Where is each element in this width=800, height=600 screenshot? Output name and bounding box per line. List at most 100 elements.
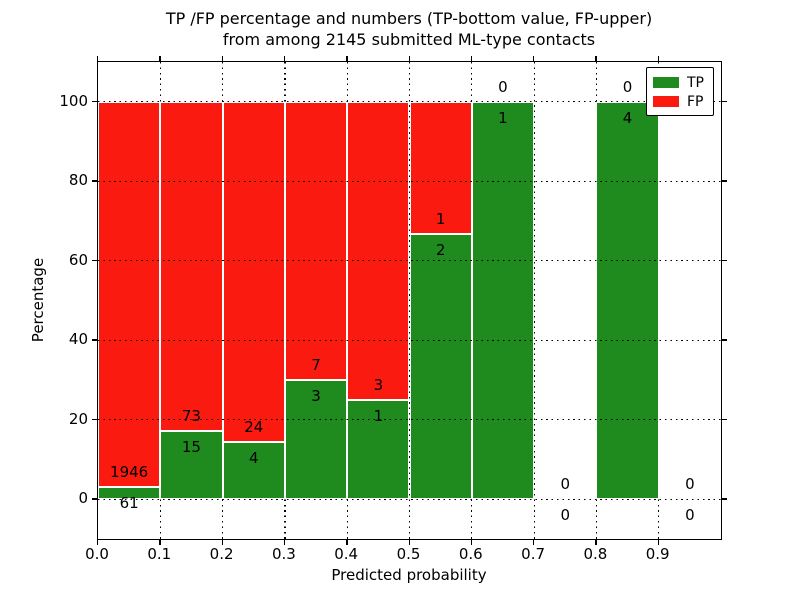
y-tick-mark (92, 259, 97, 262)
x-tick-mark-top (283, 56, 286, 61)
x-tick-mark (346, 540, 348, 545)
fp-bar-segment (160, 101, 223, 432)
x-tick-label: 0.0 (85, 545, 109, 563)
tp-count-label: 0 (560, 506, 571, 525)
x-tick-label: 0.7 (521, 545, 546, 563)
tp-count-label: 4 (248, 449, 259, 468)
fp-count-label: 7 (311, 356, 321, 374)
y-tick-label: 0 (78, 489, 88, 508)
fp-color-swatch (653, 96, 679, 107)
tp-count-label: 4 (622, 108, 633, 127)
x-tick-mark-top (657, 56, 660, 61)
plot-area: 1946 61 73 15 24 4 7 3 3 1 1 2 0 1 0 0 0 4 0 0 (97, 61, 722, 540)
horizontal-gridline (98, 498, 721, 500)
fp-count-label: 0 (560, 475, 571, 494)
fp-count-label: 1946 (110, 463, 149, 482)
x-tick-mark (221, 540, 223, 545)
horizontal-gridline (98, 260, 721, 262)
x-tick-label: 0.5 (396, 545, 421, 563)
legend-item-tp: TP (653, 73, 707, 92)
fp-count-label: 73 (181, 407, 201, 426)
y-tick-mark-right (722, 498, 727, 500)
x-tick-label: 0.4 (334, 545, 359, 563)
chart-title-line1: TP /FP percentage and numbers (TP-bottom… (165, 9, 653, 28)
fp-bar-segment (98, 101, 161, 488)
x-tick-mark-top (346, 56, 348, 61)
legend-label-tp: TP (687, 74, 704, 91)
horizontal-gridline (98, 180, 721, 182)
y-tick-mark-right (722, 339, 727, 341)
chart-title: TP /FP percentage and numbers (TP-bottom… (97, 8, 721, 50)
x-tick-label: 0.3 (271, 545, 296, 563)
tp-count-label: 1 (498, 108, 508, 127)
fp-count-label: 0 (685, 475, 695, 494)
fp-count-label: 0 (498, 77, 508, 96)
tp-bar-segment (471, 101, 535, 500)
fp-bar-segment (222, 101, 285, 443)
tp-count-label: 1 (373, 406, 384, 425)
tp-bar-segment (284, 380, 348, 500)
x-tick-mark (595, 540, 597, 545)
y-tick-mark (92, 498, 97, 500)
fp-count-label: 1 (435, 210, 446, 229)
fp-bar-segment (347, 101, 410, 400)
x-tick-mark-top (470, 56, 473, 61)
y-tick-mark-right (722, 100, 727, 103)
tp-bar-segment (409, 234, 472, 500)
tp-count-label: 3 (311, 387, 321, 405)
tp-bar-segment (160, 431, 223, 500)
x-tick-label: 0.9 (645, 545, 670, 563)
y-tick-mark (92, 180, 97, 182)
x-tick-mark-top (595, 56, 597, 61)
legend-item-fp: FP (653, 92, 707, 111)
y-tick-label: 80 (68, 171, 88, 190)
y-tick-label: 100 (59, 91, 88, 110)
x-tick-mark (159, 540, 161, 545)
horizontal-gridline (98, 419, 721, 421)
x-tick-mark (470, 540, 473, 545)
x-tick-mark (657, 540, 660, 545)
x-tick-label: 0.8 (583, 545, 608, 563)
vertical-gridline (658, 62, 660, 539)
fp-count-label: 3 (373, 375, 384, 394)
tp-bar-segment (596, 101, 659, 500)
x-tick-mark (408, 540, 410, 545)
tp-bar-segment (98, 487, 161, 500)
x-tick-mark (97, 540, 99, 545)
tp-count-label: 0 (685, 506, 695, 525)
tp-color-swatch (653, 77, 679, 88)
horizontal-gridline (98, 339, 721, 341)
y-tick-mark-right (722, 259, 727, 262)
x-tick-mark (283, 540, 286, 545)
x-tick-mark (533, 540, 535, 545)
y-tick-mark (92, 100, 97, 103)
y-tick-mark (92, 339, 97, 341)
x-axis-label: Predicted probability (331, 566, 487, 584)
fp-bar-segment (409, 101, 472, 235)
fp-count-label: 24 (244, 418, 264, 437)
tp-bar-segment (347, 399, 410, 500)
x-tick-label: 0.1 (147, 545, 172, 563)
chart-title-line2: from among 2145 submitted ML-type contac… (222, 30, 596, 49)
vertical-gridline (533, 62, 535, 539)
y-tick-mark-right (722, 418, 727, 421)
y-tick-label: 20 (68, 409, 88, 428)
legend: TP FP (646, 67, 714, 116)
fp-count-label: 0 (622, 77, 633, 96)
x-tick-mark-top (159, 56, 161, 61)
x-tick-mark-top (408, 56, 410, 61)
y-tick-label: 40 (68, 330, 88, 349)
tp-count-label: 15 (181, 438, 201, 457)
y-tick-mark (92, 418, 97, 421)
x-tick-mark-top (533, 56, 535, 61)
x-tick-mark-top (221, 56, 223, 61)
tp-count-label: 2 (435, 241, 446, 260)
x-tick-label: 0.2 (209, 545, 234, 563)
y-tick-label: 60 (68, 250, 88, 269)
tp-count-label: 61 (119, 494, 139, 513)
fp-bar-segment (284, 101, 348, 380)
horizontal-gridline (98, 101, 721, 103)
x-tick-label: 0.6 (458, 545, 483, 563)
tp-bar-segment (222, 442, 285, 500)
